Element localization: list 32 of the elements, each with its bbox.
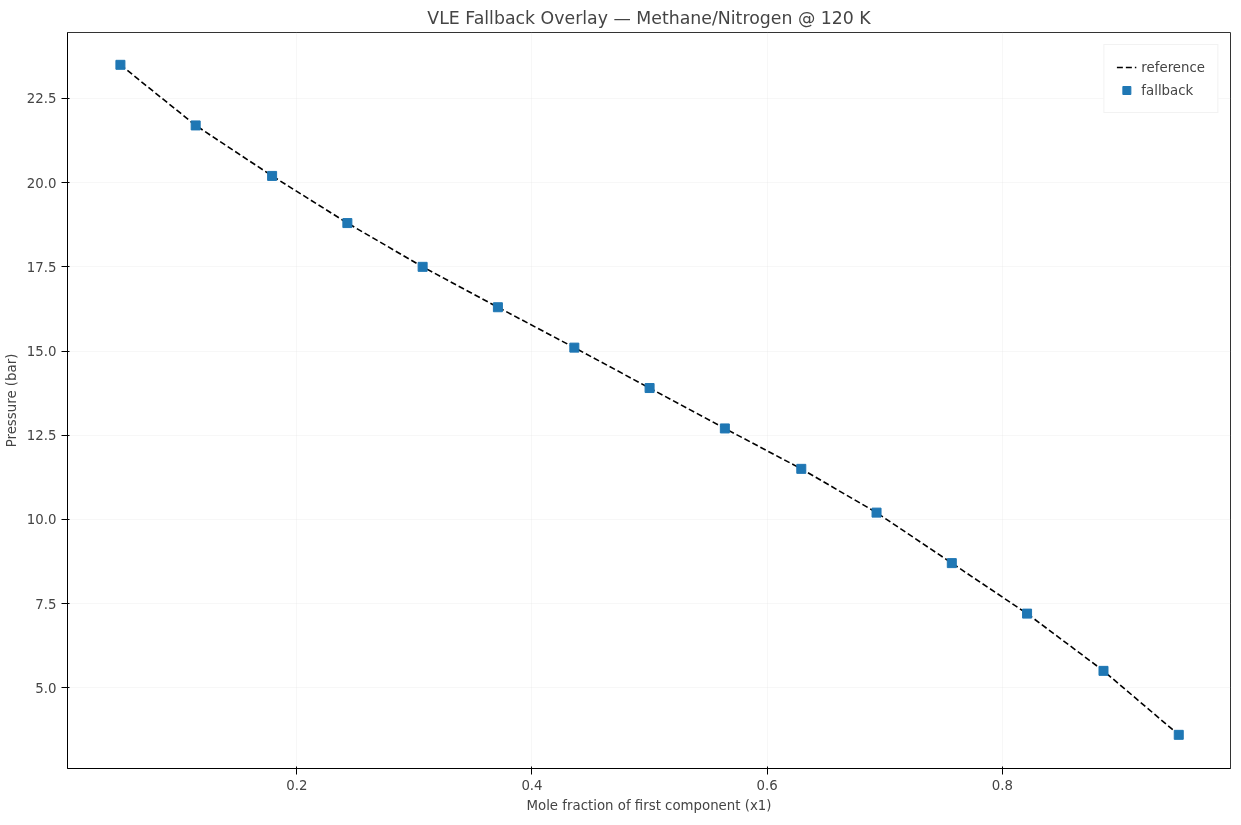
point <box>417 261 428 272</box>
y-tick-label: 15.0 <box>26 344 57 360</box>
point <box>796 463 807 474</box>
point <box>1173 729 1184 740</box>
point <box>719 423 730 434</box>
point <box>115 59 126 70</box>
x-tick-label: 0.6 <box>756 777 778 793</box>
point <box>1098 665 1109 676</box>
point <box>342 218 353 229</box>
y-tick-label: 5.0 <box>35 680 57 696</box>
point <box>871 507 882 518</box>
point <box>492 302 503 313</box>
y-tick-label: 10.0 <box>26 512 57 528</box>
x-tick-label: 0.2 <box>286 777 308 793</box>
legend-label: reference <box>1141 59 1205 75</box>
point <box>946 558 957 569</box>
y-tick-label: 22.5 <box>26 91 57 107</box>
x-axis-title: Mole fraction of first component (x1) <box>526 797 772 813</box>
point <box>190 120 201 131</box>
legend-label: fallback <box>1141 82 1194 98</box>
y-tick-label: 7.5 <box>35 596 57 612</box>
x-tick-label: 0.4 <box>521 777 543 793</box>
point <box>644 383 655 394</box>
point <box>267 170 278 181</box>
point <box>569 342 580 353</box>
x-tick-label: 0.8 <box>991 777 1013 793</box>
y-tick-label: 20.0 <box>26 175 57 191</box>
chart-title: VLE Fallback Overlay — Methane/Nitrogen @ 120 K <box>427 7 872 28</box>
y-axis-title: Pressure (bar) <box>3 353 19 448</box>
y-tick-label: 17.5 <box>26 259 57 275</box>
y-tick-label: 12.5 <box>26 428 57 444</box>
point <box>1022 608 1033 619</box>
